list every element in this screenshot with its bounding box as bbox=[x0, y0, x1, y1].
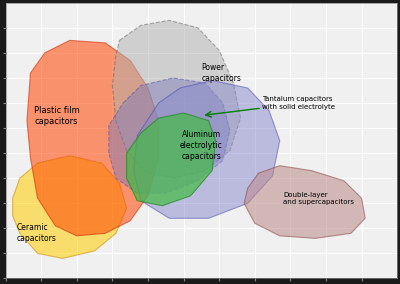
Polygon shape bbox=[244, 166, 365, 238]
Text: Ceramic
capacitors: Ceramic capacitors bbox=[16, 223, 56, 243]
Polygon shape bbox=[13, 156, 127, 258]
Text: Aluminum
electrolytic
capacitors: Aluminum electrolytic capacitors bbox=[180, 130, 223, 161]
Text: Plastic film
capacitors: Plastic film capacitors bbox=[34, 105, 80, 126]
Polygon shape bbox=[27, 40, 159, 236]
Polygon shape bbox=[112, 20, 240, 178]
Text: Double-layer
and supercapacitors: Double-layer and supercapacitors bbox=[283, 191, 354, 205]
Polygon shape bbox=[134, 80, 280, 218]
Text: Tantalum capacitors
with solid electrolyte: Tantalum capacitors with solid electroly… bbox=[262, 96, 335, 110]
Polygon shape bbox=[127, 113, 216, 206]
Polygon shape bbox=[109, 78, 230, 193]
Text: Power
capacitors: Power capacitors bbox=[201, 63, 241, 83]
